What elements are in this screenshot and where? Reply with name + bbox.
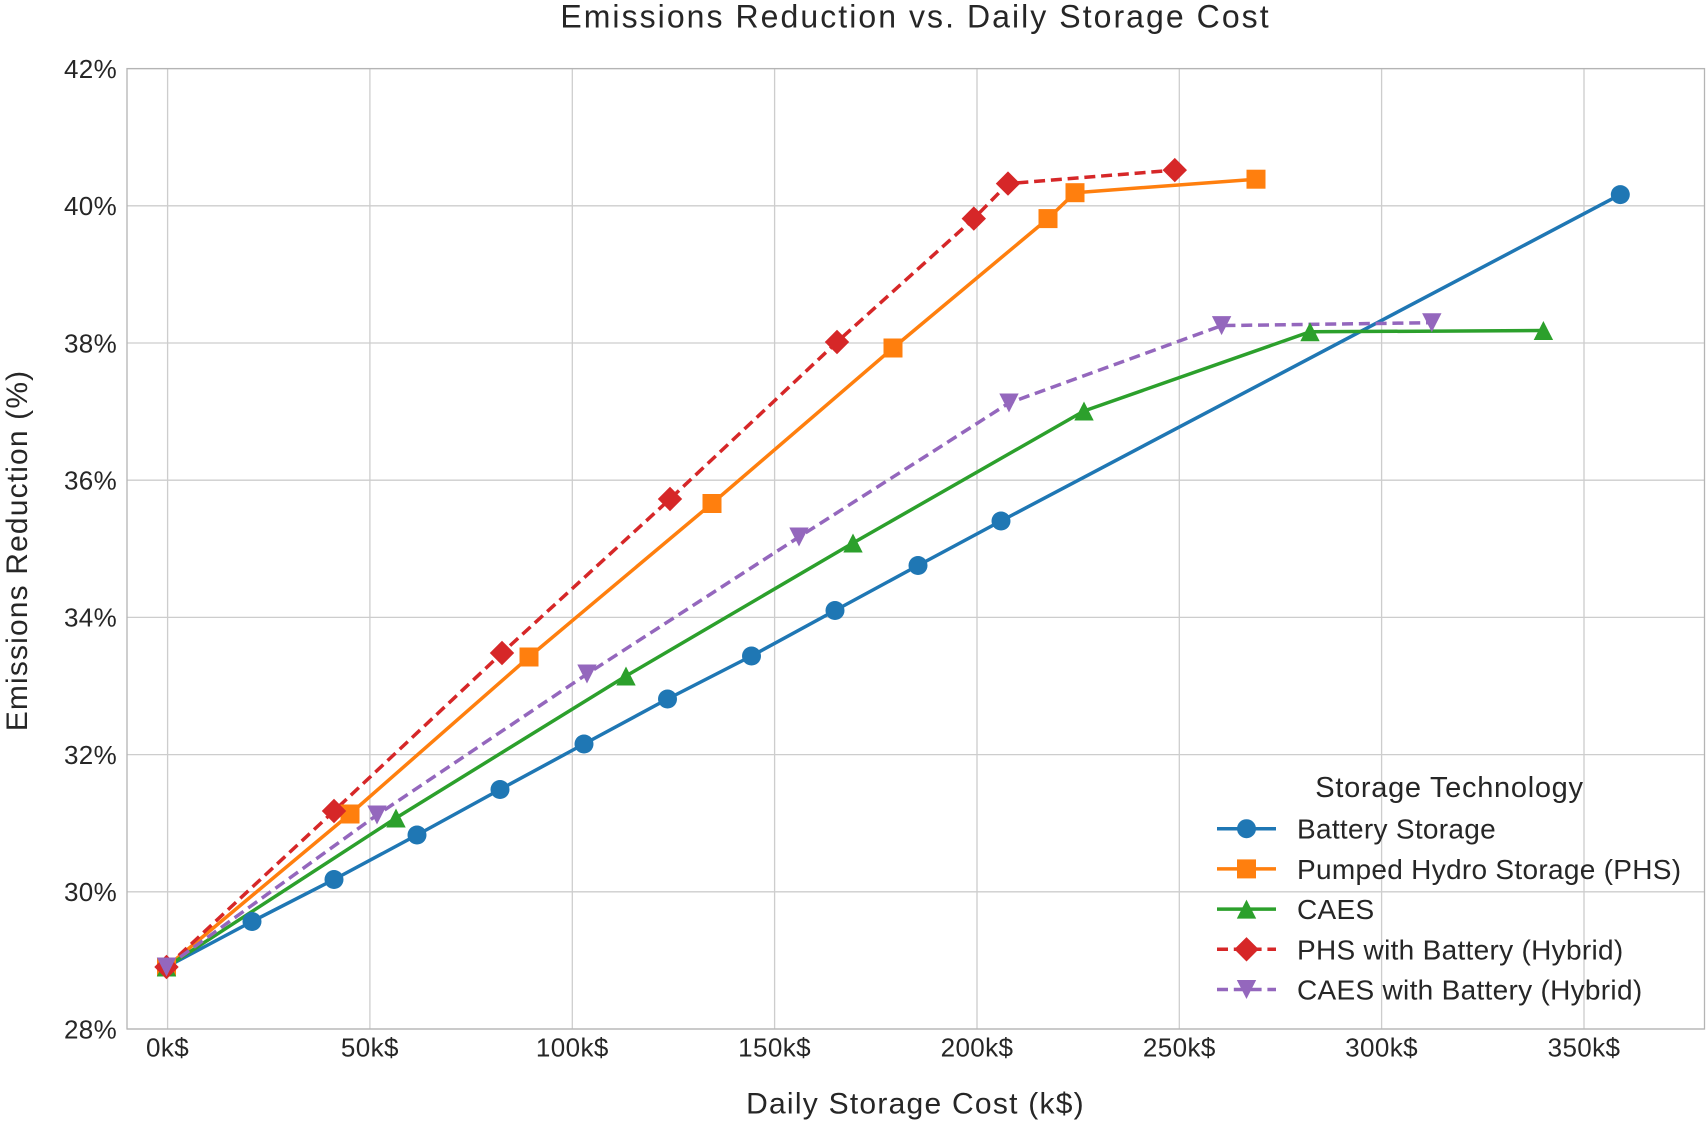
svg-text:28%: 28% [64,1014,117,1044]
svg-text:300k$: 300k$ [1345,1033,1418,1063]
svg-text:PHS with Battery (Hybrid): PHS with Battery (Hybrid) [1297,934,1623,965]
svg-text:200k$: 200k$ [941,1033,1014,1063]
svg-text:42%: 42% [64,54,117,84]
svg-text:250k$: 250k$ [1143,1033,1216,1063]
svg-text:0k$: 0k$ [146,1033,189,1063]
svg-text:40%: 40% [64,191,117,221]
svg-text:30%: 30% [64,877,117,907]
svg-text:Emissions Reduction vs. Daily: Emissions Reduction vs. Daily Storage Co… [560,0,1270,34]
svg-text:150k$: 150k$ [738,1033,811,1063]
svg-text:CAES: CAES [1297,894,1374,925]
svg-text:38%: 38% [64,328,117,358]
svg-text:CAES with Battery (Hybrid): CAES with Battery (Hybrid) [1297,975,1642,1006]
svg-text:Pumped Hydro Storage (PHS): Pumped Hydro Storage (PHS) [1297,854,1681,885]
svg-text:36%: 36% [64,466,117,496]
svg-text:Emissions Reduction (%): Emissions Reduction (%) [1,370,34,732]
svg-text:Battery Storage: Battery Storage [1297,814,1496,845]
svg-text:Storage Technology: Storage Technology [1315,772,1583,804]
svg-text:34%: 34% [64,603,117,633]
svg-text:100k$: 100k$ [536,1033,609,1063]
svg-text:50k$: 50k$ [341,1033,399,1063]
svg-text:32%: 32% [64,740,117,770]
svg-text:Daily Storage Cost (k$): Daily Storage Cost (k$) [746,1088,1085,1121]
svg-text:350k$: 350k$ [1548,1033,1621,1063]
